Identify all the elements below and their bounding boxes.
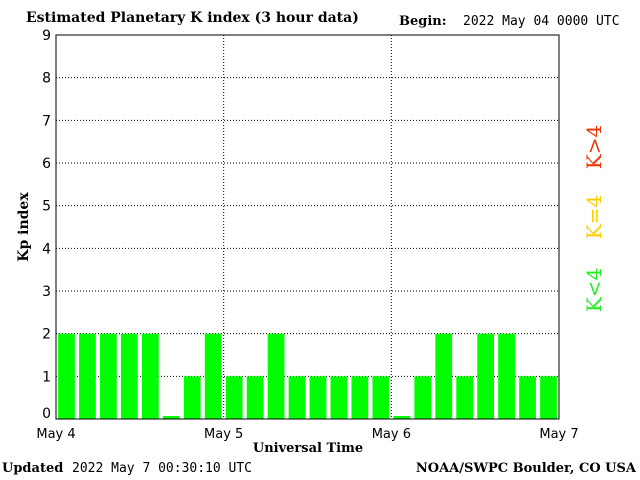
bar: [519, 376, 536, 419]
bar: [477, 333, 495, 419]
bar: [141, 333, 159, 419]
credit-text: NOAA/SWPC Boulder, CO USA: [415, 461, 636, 476]
bar: [183, 376, 201, 419]
y-tick-label: 7: [42, 113, 51, 129]
axis-labels: 0 1 2 3 4 5 6 7 8 9 May 4 May 5 May 6 May 7: [36, 28, 578, 442]
bar: [456, 376, 474, 419]
bar: [414, 376, 432, 419]
x-tick-label: May 7: [539, 427, 578, 442]
legend-entry: K<4: [582, 268, 606, 312]
x-tick-label: May 6: [372, 427, 411, 442]
plot-frame: [55, 34, 560, 420]
y-tick-label: 2: [42, 327, 51, 343]
bar: [372, 376, 390, 419]
updated-timestamp: 2022 May 7 00:30:10 UTC: [72, 461, 253, 476]
chart-title: Estimated Planetary K index (3 hour data…: [26, 10, 359, 26]
begin-value: 2022 May 04 0000 UTC: [463, 14, 620, 29]
bar: [330, 376, 348, 419]
bar: [100, 333, 117, 419]
bar: [309, 376, 327, 419]
x-tick-label: May 5: [204, 427, 243, 442]
y-tick-label: 8: [42, 71, 51, 87]
bar: [246, 376, 264, 419]
bar: [120, 333, 138, 419]
legend-entry: K=4: [582, 195, 606, 239]
bar: [288, 376, 306, 419]
y-tick-label: 4: [42, 241, 51, 257]
x-axis-label: Universal Time: [253, 441, 363, 456]
bar: [540, 376, 557, 419]
bar: [351, 376, 369, 419]
y-tick-label: 9: [42, 28, 51, 44]
bar: [225, 376, 243, 419]
legend: K<4 K=4 K>4: [582, 125, 606, 312]
bar: [393, 416, 411, 419]
bar-series: [58, 333, 557, 419]
bar: [79, 333, 96, 419]
bar: [498, 333, 515, 419]
bar: [58, 333, 75, 419]
bar: [267, 333, 285, 419]
y-tick-label: 0: [42, 406, 51, 422]
begin-label: Begin:: [399, 14, 447, 29]
updated-label: Updated: [2, 461, 64, 476]
y-tick-label: 5: [42, 199, 51, 215]
bar: [204, 333, 222, 419]
bar: [162, 416, 180, 419]
bar: [435, 333, 453, 419]
legend-entry: K>4: [582, 125, 606, 169]
grid-lines: [56, 35, 559, 419]
x-tick-label: May 4: [36, 427, 75, 442]
y-tick-label: 3: [42, 284, 51, 300]
y-axis-label: Kp index: [16, 192, 32, 262]
y-tick-label: 6: [42, 156, 51, 172]
y-tick-label: 1: [42, 369, 51, 385]
